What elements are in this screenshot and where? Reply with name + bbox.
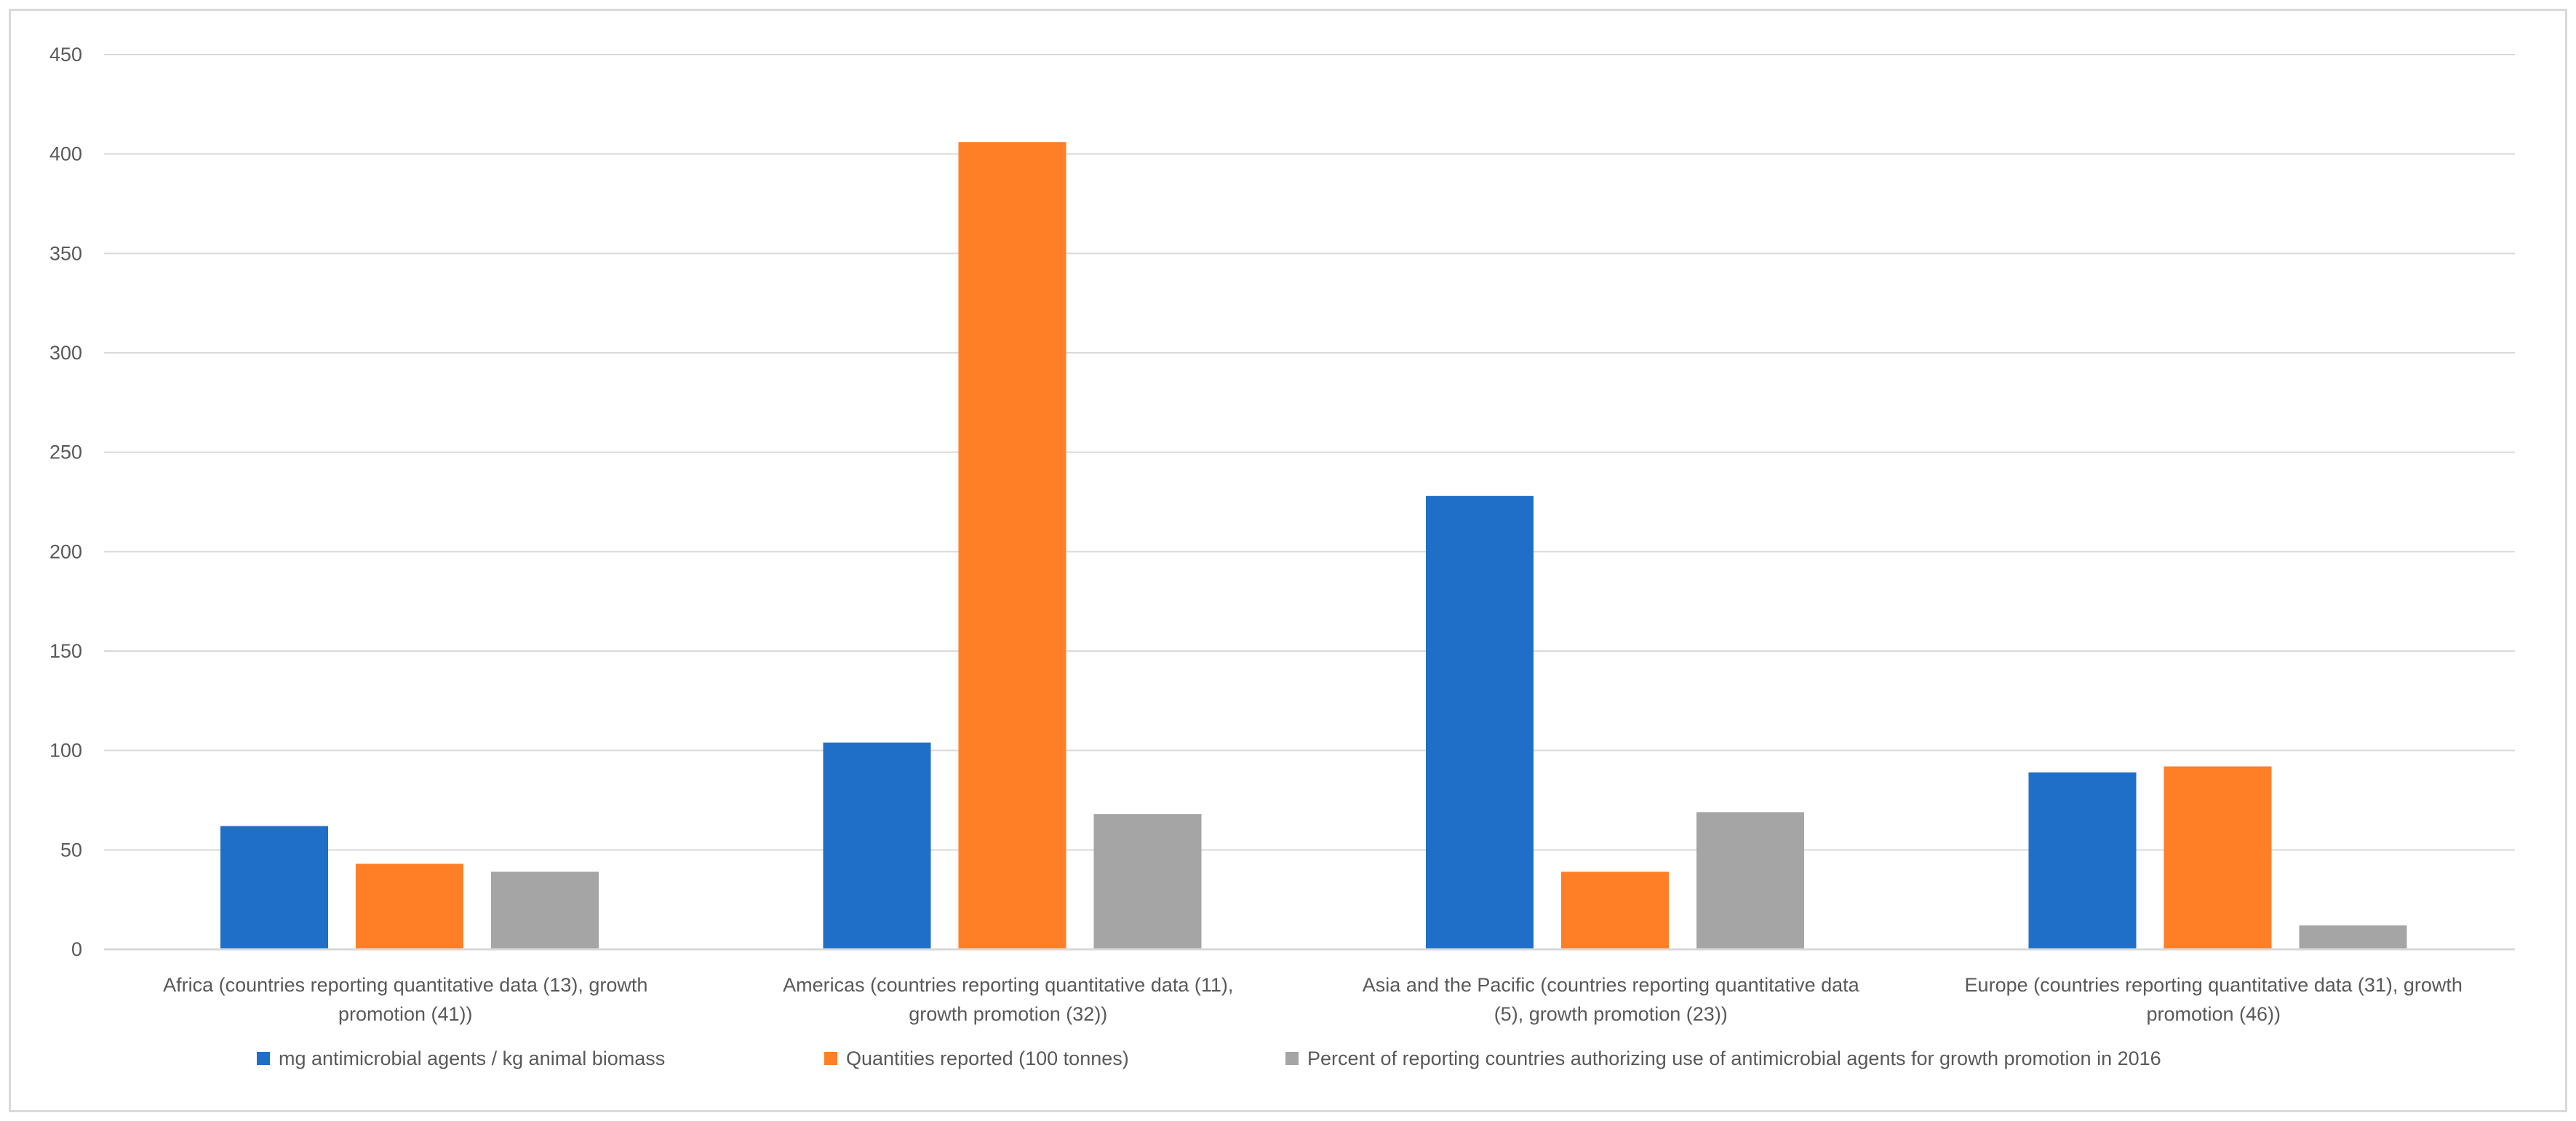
category-label-line: promotion (46)) (2146, 1003, 2281, 1025)
category-labels: Africa (countries reporting quantitative… (163, 974, 2463, 1025)
legend-item: Quantities reported (100 tonnes) (824, 1048, 1129, 1069)
y-tick-label: 50 (60, 839, 82, 861)
category-label-line: (5), growth promotion (23)) (1494, 1003, 1728, 1025)
legend: mg antimicrobial agents / kg animal biom… (257, 1048, 2161, 1069)
y-tick-label: 400 (49, 143, 82, 165)
bar (2164, 766, 2272, 949)
category-label: Europe (countries reporting quantitative… (1965, 974, 2463, 1025)
y-tick-label: 0 (71, 938, 82, 960)
legend-item: Percent of reporting countries authorizi… (1285, 1048, 2161, 1069)
category-label-line: growth promotion (32)) (909, 1003, 1107, 1025)
bar (823, 742, 931, 949)
bar (1696, 812, 1804, 949)
category-label: Asia and the Pacific (countries reportin… (1363, 974, 1860, 1025)
bars (220, 142, 2407, 950)
category-label-line: Americas (countries reporting quantitati… (783, 974, 1233, 996)
category-label: Africa (countries reporting quantitative… (163, 974, 647, 1025)
gridlines (104, 54, 2515, 851)
bar (1093, 814, 1202, 949)
legend-item: mg antimicrobial agents / kg animal biom… (257, 1048, 665, 1069)
category-label-line: promotion (41)) (338, 1003, 473, 1025)
chart-frame: 0 50 100 150 200 250 300 350 400 450 Africa (coun… (9, 9, 2567, 1112)
bar (2028, 772, 2137, 949)
y-tick-label: 200 (49, 540, 82, 562)
bar (1426, 495, 1534, 949)
bar-chart: 0 50 100 150 200 250 300 350 400 450 Africa (coun… (49, 44, 2515, 1069)
y-tick-label: 250 (49, 442, 82, 463)
legend-swatch (824, 1052, 837, 1065)
y-tick-label: 350 (49, 242, 82, 264)
category-label: Americas (countries reporting quantitati… (783, 974, 1233, 1025)
y-tick-label: 450 (49, 44, 82, 65)
legend-label: Quantities reported (100 tonnes) (846, 1048, 1129, 1069)
bar (1561, 871, 1669, 949)
legend-label: Percent of reporting countries authorizi… (1307, 1048, 2161, 1069)
bar (958, 142, 1066, 950)
bar (491, 871, 599, 949)
y-tick-label: 300 (49, 342, 82, 364)
bar (2299, 925, 2407, 949)
y-tick-label: 100 (49, 740, 82, 762)
category-label-line: Asia and the Pacific (countries reportin… (1363, 974, 1860, 996)
category-label-line: Africa (countries reporting quantitative… (163, 974, 647, 996)
legend-swatch (1285, 1052, 1299, 1065)
category-label-line: Europe (countries reporting quantitative… (1965, 974, 2463, 996)
bar (220, 826, 328, 949)
y-axis-tick-labels: 0 50 100 150 200 250 300 350 400 450 (49, 44, 82, 960)
legend-label: mg antimicrobial agents / kg animal biom… (279, 1048, 665, 1069)
bar (356, 863, 463, 949)
y-tick-label: 150 (49, 640, 82, 662)
legend-swatch (257, 1052, 270, 1065)
